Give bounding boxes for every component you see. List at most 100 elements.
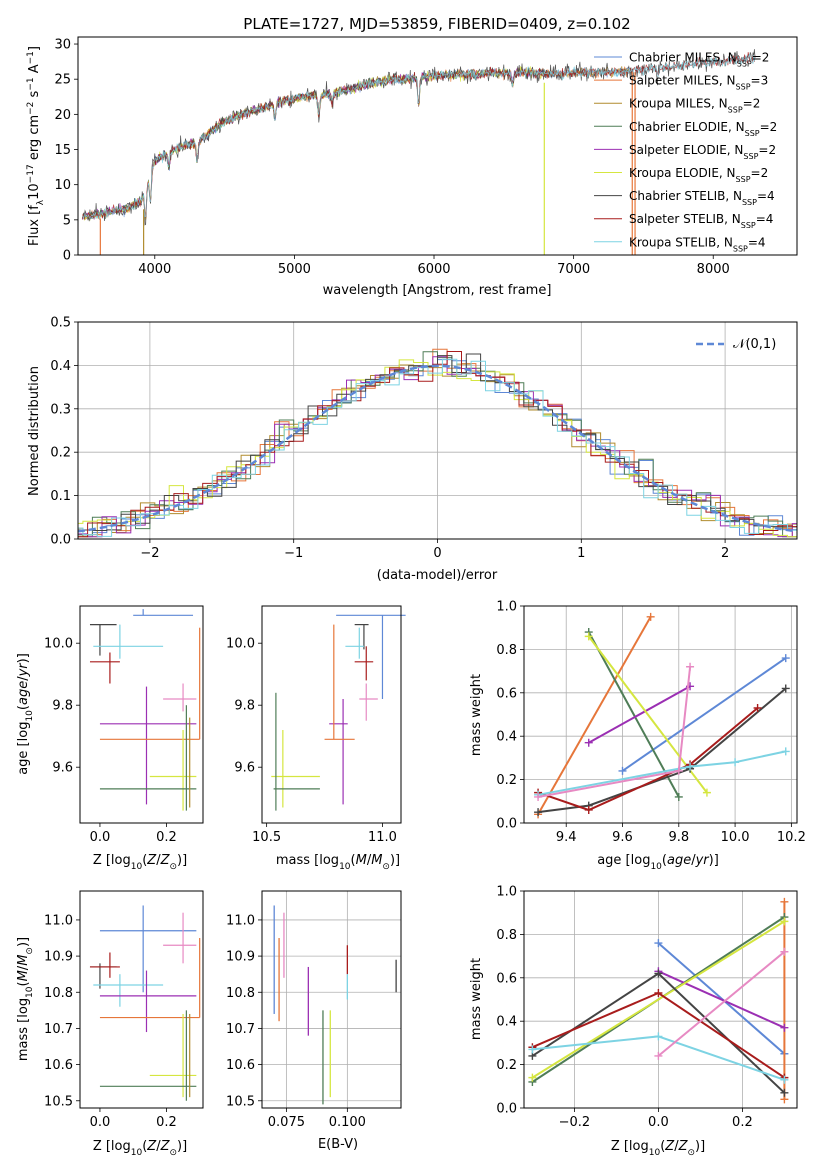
z-age-ylabel: age [log10(age/yr)]: [16, 653, 35, 775]
y-tick-label: 9.8: [234, 699, 255, 714]
y-tick-label: 10.5: [226, 1094, 255, 1109]
y-tick-label: 0.5: [50, 316, 71, 331]
spectrum-line: [81, 66, 633, 221]
weight-marker: [781, 747, 790, 756]
weight-line: [657, 970, 785, 1029]
weight-marker: [534, 808, 543, 817]
spectrum-line: [81, 66, 633, 220]
axes-frame: [79, 890, 204, 1109]
y-tick-label: 1.0: [496, 885, 517, 900]
weight-marker: [686, 762, 695, 771]
spectrum-line: [81, 53, 756, 220]
y-tick-label: 10.7: [44, 1022, 73, 1037]
y-tick-label: 10.6: [226, 1058, 255, 1073]
x-tick-label: 10.5: [252, 830, 281, 845]
x-tick-label: 0.2: [732, 1115, 753, 1130]
y-tick-label: 10.8: [44, 986, 73, 1001]
weight-marker: [780, 1075, 789, 1084]
weight-marker: [780, 917, 789, 926]
weight-marker: [674, 766, 683, 775]
y-tick-label: 0.4: [50, 359, 71, 374]
z-weight-ylabel: mass weight: [469, 958, 484, 1040]
weight-marker: [780, 1088, 789, 1097]
spectrum-panel: PLATE=1727, MJD=53859, FIBERID=0409, z=0…: [26, 15, 798, 298]
ebv-mass-panel: 0.075 0.100 10.5 10.6 10.7 10.8 10.9 11.0 E(B-V…: [226, 890, 402, 1152]
residual-histogram: [78, 356, 797, 538]
x-tick-label: 9.4: [556, 830, 577, 845]
residual-histogram: [78, 359, 797, 538]
residual-legend: 𝒩(0,1): [696, 337, 776, 352]
legend-sub: SSP: [733, 244, 748, 253]
x-tick-label: 0.075: [268, 1115, 305, 1130]
legend-sub: SSP: [728, 105, 743, 114]
y-tick-label: 0.0: [496, 1102, 517, 1117]
x-tick-label: 10.0: [721, 830, 750, 845]
axes-frame: [77, 36, 798, 256]
y-tick-label: 9.6: [234, 761, 255, 776]
y-tick-label: 0.8: [496, 928, 517, 943]
x-tick-label: 6000: [417, 262, 450, 277]
x-tick-label: 5000: [278, 262, 311, 277]
z-mass-xlabel: Z [log10(Z/Z⊙)]: [93, 1139, 187, 1158]
x-tick-label: −1: [284, 546, 303, 561]
x-tick-label: −2: [140, 546, 159, 561]
legend-label: Kroupa MILES, NSSP=2: [629, 97, 760, 115]
y-tick-label: 0: [63, 249, 71, 264]
age-weight-panel: 9.4 9.6 9.8 10.0 10.2 0.0 0.2 0.4 0.6 0.8 1.0 age …: [469, 600, 806, 873]
legend-sub: SSP: [736, 82, 751, 91]
axes-frame: [79, 605, 204, 824]
y-tick-label: 9.6: [52, 761, 73, 776]
y-tick-label: 10.8: [226, 986, 255, 1001]
weight-marker: [584, 632, 593, 641]
weight-marker: [780, 1023, 789, 1032]
x-tick-label: 8000: [697, 262, 730, 277]
z-weight-panel: −0.2 0.0 0.2 0.0 0.2 0.4 0.6 0.8 1.0 Z [log10(Z/…: [469, 885, 798, 1158]
weight-line: [537, 750, 786, 796]
mass-age-xlabel: mass [log10(M/M⊙)]: [276, 853, 400, 872]
weight-marker: [753, 703, 762, 712]
y-tick-label: 10.5: [44, 1094, 73, 1109]
weight-marker: [618, 766, 627, 775]
spectrum-title: PLATE=1727, MJD=53859, FIBERID=0409, z=0…: [243, 15, 630, 33]
spectrum-legend: Chabrier MILES, NSSP=2 Salpeter MILES, NS…: [594, 51, 777, 253]
y-tick-label: 25: [54, 73, 71, 88]
weight-marker: [674, 792, 683, 801]
weight-line: [588, 685, 691, 744]
spectrum-xlabel: wavelength [Angstrom, rest frame]: [323, 283, 552, 298]
weight-marker: [780, 897, 789, 906]
x-tick-label: 0.100: [329, 1115, 366, 1130]
y-tick-label: 10.0: [44, 637, 73, 652]
spectrum-ylabel: Flux [fλ10−17 erg cm−2 s−1 A−1]: [26, 46, 46, 246]
legend-label: Salpeter MILES, NSSP=3: [629, 74, 768, 92]
legend-sub: SSP: [743, 151, 758, 160]
normal-curve: [77, 364, 798, 533]
axes-frame: [261, 890, 402, 1109]
x-tick-label: 0: [433, 546, 441, 561]
x-tick-label: 0.2: [156, 830, 177, 845]
residual-xlabel: (data-model)/error: [377, 568, 498, 583]
x-tick-label: 2: [721, 546, 729, 561]
weight-marker: [534, 792, 543, 801]
x-tick-label: 9.6: [612, 830, 633, 845]
weight-marker: [654, 1051, 663, 1060]
y-tick-label: 10: [54, 178, 71, 193]
weight-line: [657, 951, 786, 1057]
weight-line: [621, 657, 787, 772]
legend-label: Chabrier MILES, NSSP=2: [629, 51, 769, 69]
y-tick-label: 1.0: [496, 600, 517, 615]
weight-marker: [646, 612, 655, 621]
x-tick-label: 4000: [138, 262, 171, 277]
weight-marker: [781, 684, 790, 693]
weight-marker: [686, 662, 695, 671]
y-tick-label: 20: [54, 108, 71, 123]
axes-frame: [523, 605, 798, 824]
x-tick-label: 10.2: [777, 830, 806, 845]
weight-line: [531, 920, 785, 1079]
legend-label: Kroupa ELODIE, NSSP=2: [629, 166, 768, 184]
y-tick-label: 0.1: [50, 489, 71, 504]
legend-sub: SSP: [742, 198, 757, 207]
legend-sub: SSP: [736, 175, 751, 184]
legend-label: Chabrier STELIB, NSSP=4: [629, 189, 775, 207]
weight-marker: [528, 1045, 537, 1054]
